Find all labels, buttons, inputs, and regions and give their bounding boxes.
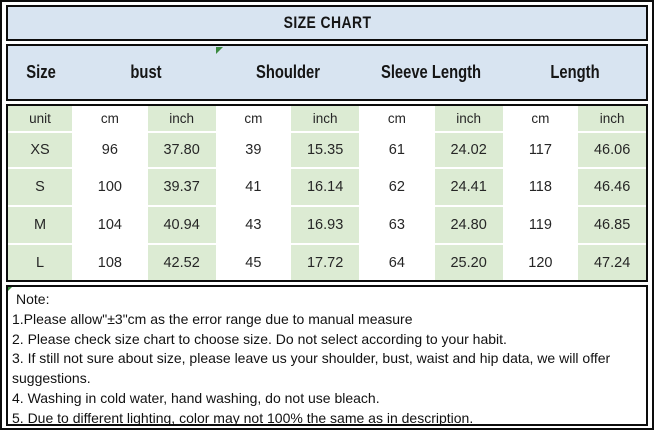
corner-marker-icon bbox=[8, 287, 13, 292]
table-cell: 43 bbox=[219, 207, 288, 243]
table-cell: XS bbox=[8, 133, 72, 167]
table-cell: 46.06 bbox=[578, 133, 646, 167]
page-title: SIZE CHART bbox=[283, 13, 371, 32]
table-cell: 24.80 bbox=[434, 207, 503, 243]
table-cell: 37.80 bbox=[147, 133, 216, 167]
table-cell: 45 bbox=[219, 245, 288, 280]
table-cell: 104 bbox=[76, 207, 144, 243]
table-cell: inch bbox=[147, 106, 216, 131]
table-cell: cm bbox=[76, 106, 144, 131]
table-cell: unit bbox=[8, 106, 72, 131]
table-cell: 42.52 bbox=[147, 245, 216, 280]
table-cell: 61 bbox=[363, 133, 431, 167]
table-cell: S bbox=[8, 169, 72, 205]
table-cell: 16.14 bbox=[291, 169, 359, 205]
note-item-3: 3. If still not sure about size, please … bbox=[12, 350, 611, 387]
size-table: unit cm inch cm inch cm inch cm inch XS … bbox=[6, 104, 648, 282]
table-cell: M bbox=[8, 207, 72, 243]
table-cell: L bbox=[8, 245, 72, 280]
table-cell: 118 bbox=[506, 169, 575, 205]
table-cell: 41 bbox=[219, 169, 288, 205]
corner-marker-icon bbox=[216, 47, 223, 54]
table-cell: 64 bbox=[363, 245, 431, 280]
header-bust: bust bbox=[129, 62, 162, 82]
table-cell: 119 bbox=[506, 207, 575, 243]
header-length: Length bbox=[549, 62, 600, 82]
table-cell: 17.72 bbox=[291, 245, 359, 280]
table-cell: 24.41 bbox=[434, 169, 503, 205]
table-cell: 39.37 bbox=[147, 169, 216, 205]
table-cell: inch bbox=[434, 106, 503, 131]
table-cell: 47.24 bbox=[578, 245, 646, 280]
note-item-4: 4. Washing in cold water, hand washing, … bbox=[12, 389, 380, 406]
table-cell: 120 bbox=[506, 245, 575, 280]
table-header-row: Size bust Shoulder Sleeve Length Length bbox=[6, 44, 648, 101]
table-cell: 40.94 bbox=[147, 207, 216, 243]
table-cell: inch bbox=[291, 106, 359, 131]
table-cell: inch bbox=[578, 106, 646, 131]
table-cell: 16.93 bbox=[291, 207, 359, 243]
table-cell: 24.02 bbox=[434, 133, 503, 167]
table-cell: 25.20 bbox=[434, 245, 503, 280]
table-cell: 62 bbox=[363, 169, 431, 205]
table-cell: 100 bbox=[76, 169, 144, 205]
header-size: Size bbox=[26, 62, 56, 82]
table-cell: cm bbox=[363, 106, 431, 131]
notes-heading: Note: bbox=[16, 291, 50, 307]
header-shoulder: Shoulder bbox=[256, 62, 321, 82]
table-cell: 117 bbox=[506, 133, 575, 167]
table-cell: 15.35 bbox=[291, 133, 359, 167]
note-item-1: 1.Please allow"±3"cm as the error range … bbox=[12, 310, 413, 327]
table-cell: 108 bbox=[76, 245, 144, 280]
table-cell: 96 bbox=[76, 133, 144, 167]
table-cell: 39 bbox=[219, 133, 288, 167]
table-cell: cm bbox=[219, 106, 288, 131]
title-bar: SIZE CHART bbox=[6, 5, 648, 41]
table-cell: cm bbox=[506, 106, 575, 131]
note-item-2: 2. Please check size chart to choose siz… bbox=[12, 330, 507, 347]
table-cell: 46.46 bbox=[578, 169, 646, 205]
header-sleeve-length: Sleeve Length bbox=[381, 62, 482, 82]
table-cell: 46.85 bbox=[578, 207, 646, 243]
note-item-5: 5. Due to different lighting, color may … bbox=[12, 409, 474, 426]
notes-panel: Note: 1.Please allow"±3"cm as the error … bbox=[6, 285, 648, 426]
table-cell: 63 bbox=[363, 207, 431, 243]
